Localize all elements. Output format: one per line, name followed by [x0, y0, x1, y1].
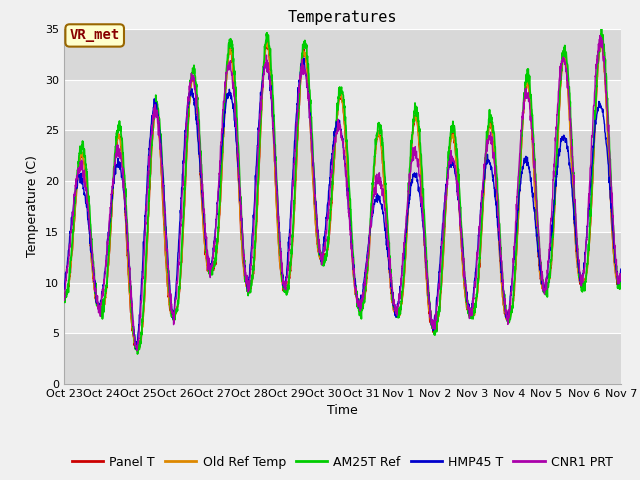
Old Ref Temp: [216, 212, 223, 217]
CNR1 PRT: [504, 307, 512, 313]
CNR1 PRT: [60, 293, 68, 299]
Title: Temperatures: Temperatures: [287, 10, 397, 25]
Bar: [64, 283, 621, 333]
Line: HMP45 T: HMP45 T: [64, 58, 621, 349]
Panel T: [371, 153, 379, 158]
CNR1 PRT: [584, 225, 591, 231]
HMP45 T: [568, 186, 576, 192]
Old Ref Temp: [371, 159, 379, 165]
HMP45 T: [584, 224, 591, 230]
Bar: [64, 333, 621, 384]
Old Ref Temp: [504, 315, 512, 321]
Line: Old Ref Temp: Old Ref Temp: [64, 41, 621, 349]
Panel T: [216, 213, 223, 219]
Line: CNR1 PRT: CNR1 PRT: [64, 36, 621, 350]
Text: VR_met: VR_met: [70, 28, 120, 42]
Panel T: [359, 306, 367, 312]
Legend: Panel T, Old Ref Temp, AM25T Ref, HMP45 T, CNR1 PRT: Panel T, Old Ref Temp, AM25T Ref, HMP45 …: [67, 451, 618, 474]
Y-axis label: Temperature (C): Temperature (C): [26, 156, 40, 257]
AM25T Ref: [584, 261, 591, 266]
HMP45 T: [371, 196, 379, 202]
AM25T Ref: [134, 351, 141, 357]
Old Ref Temp: [134, 346, 142, 352]
CNR1 PRT: [216, 172, 223, 178]
CNR1 PRT: [596, 33, 604, 38]
CNR1 PRT: [617, 272, 625, 278]
AM25T Ref: [371, 154, 379, 159]
Panel T: [134, 347, 141, 353]
Panel T: [568, 170, 576, 176]
AM25T Ref: [568, 138, 575, 144]
Bar: [64, 181, 621, 232]
AM25T Ref: [504, 321, 512, 326]
Panel T: [584, 262, 591, 268]
AM25T Ref: [216, 202, 223, 208]
CNR1 PRT: [371, 191, 379, 197]
Line: AM25T Ref: AM25T Ref: [64, 29, 621, 354]
Old Ref Temp: [60, 296, 68, 302]
HMP45 T: [359, 287, 367, 292]
AM25T Ref: [60, 296, 68, 301]
Panel T: [617, 282, 625, 288]
Old Ref Temp: [617, 280, 625, 286]
HMP45 T: [216, 171, 223, 177]
Bar: [64, 80, 621, 130]
Line: Panel T: Panel T: [64, 42, 621, 350]
HMP45 T: [132, 346, 140, 352]
Old Ref Temp: [597, 38, 605, 44]
Bar: [64, 29, 621, 80]
AM25T Ref: [598, 26, 605, 32]
Panel T: [263, 39, 271, 45]
HMP45 T: [617, 266, 625, 272]
Panel T: [505, 316, 513, 322]
CNR1 PRT: [568, 144, 575, 150]
HMP45 T: [505, 311, 513, 316]
HMP45 T: [60, 287, 68, 292]
Bar: [64, 130, 621, 181]
Panel T: [60, 291, 68, 297]
CNR1 PRT: [133, 348, 141, 353]
Bar: [64, 232, 621, 283]
Old Ref Temp: [359, 302, 367, 308]
HMP45 T: [300, 55, 308, 61]
AM25T Ref: [617, 278, 625, 284]
Old Ref Temp: [584, 267, 591, 273]
X-axis label: Time: Time: [327, 405, 358, 418]
CNR1 PRT: [359, 297, 367, 302]
Old Ref Temp: [568, 167, 575, 172]
AM25T Ref: [359, 306, 367, 312]
